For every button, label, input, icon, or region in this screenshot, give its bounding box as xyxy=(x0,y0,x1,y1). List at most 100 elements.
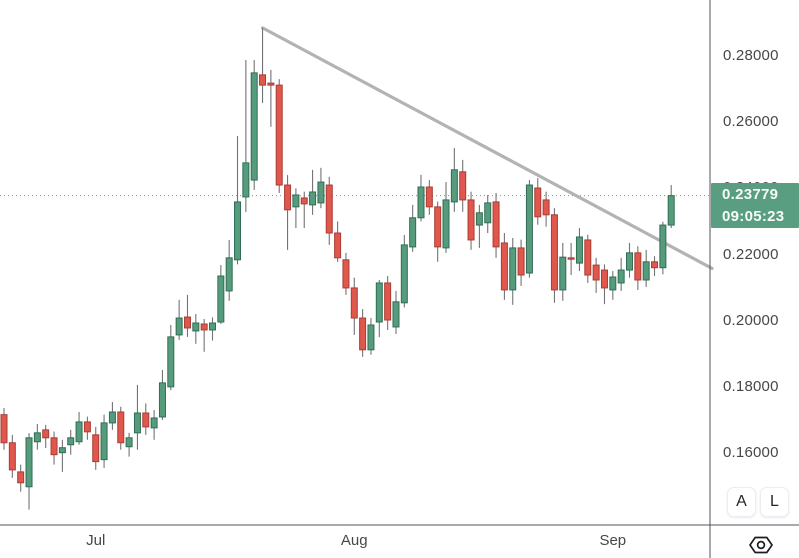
candle xyxy=(0,408,8,450)
candle-body-down xyxy=(259,74,267,86)
candle-body-up xyxy=(409,217,417,248)
candle xyxy=(459,159,467,212)
candle-body-up xyxy=(367,324,375,351)
current-price-value: 0.23779 xyxy=(722,186,779,204)
candle-body-down xyxy=(342,259,350,289)
candle xyxy=(275,79,283,193)
candle xyxy=(217,265,225,324)
x-axis-label: Aug xyxy=(340,532,368,549)
quick-buttons: A L xyxy=(727,487,789,517)
candle-body-down xyxy=(92,434,100,463)
long-position-button[interactable]: L xyxy=(760,487,789,517)
candle-body-down xyxy=(183,316,191,329)
candle xyxy=(442,182,450,253)
candle-body-up xyxy=(108,411,116,424)
candle-body-down xyxy=(117,411,125,444)
candle xyxy=(200,319,208,352)
candle-body-up xyxy=(33,432,41,443)
candle-body-down xyxy=(600,269,608,289)
hexagon-circle-icon[interactable] xyxy=(748,534,774,556)
candle xyxy=(117,406,125,450)
bar-close-countdown: 09:05:23 xyxy=(722,208,785,226)
candle xyxy=(167,324,175,391)
candle xyxy=(559,242,567,301)
candle xyxy=(58,439,66,472)
candle xyxy=(475,204,483,248)
candle-body-down xyxy=(425,186,433,208)
y-axis-label: 0.28000 xyxy=(723,47,779,64)
candle xyxy=(550,208,558,303)
candle xyxy=(100,414,108,468)
candle-body-down xyxy=(467,199,475,241)
candle-body-down xyxy=(200,323,208,331)
candle-body-down xyxy=(42,429,50,439)
candle xyxy=(634,246,642,290)
trendline[interactable] xyxy=(260,26,714,271)
x-axis-label: Jul xyxy=(86,532,106,549)
candle xyxy=(651,256,659,277)
candle-body-down xyxy=(634,252,642,281)
candle xyxy=(400,234,408,308)
candle-body-up xyxy=(175,317,183,336)
trendline-layer xyxy=(260,26,714,271)
candle-body-up xyxy=(150,417,158,429)
y-axis-label: 0.26000 xyxy=(723,113,779,131)
candle xyxy=(425,180,433,215)
candle-body-up xyxy=(525,184,533,274)
candle xyxy=(92,426,100,470)
candle xyxy=(667,185,675,229)
candle xyxy=(284,175,292,250)
candle-body-down xyxy=(284,184,292,211)
alert-button[interactable]: A xyxy=(727,487,756,517)
candle-body-up xyxy=(250,72,258,181)
candle-body-down xyxy=(534,187,542,218)
candle-body-up xyxy=(475,212,483,226)
candle-body-down xyxy=(325,184,333,234)
y-axis-label: 0.16000 xyxy=(723,444,779,462)
candle xyxy=(534,178,542,225)
candle xyxy=(334,221,342,262)
candle-body-down xyxy=(350,287,358,319)
candle-body-up xyxy=(225,257,233,292)
candle xyxy=(350,277,358,335)
candle-body-up xyxy=(242,162,250,198)
candle xyxy=(17,464,25,492)
candle-body-down xyxy=(500,242,508,291)
candle xyxy=(175,299,183,340)
candle-body-down xyxy=(517,247,525,276)
candle xyxy=(234,136,242,265)
candle-body-up xyxy=(626,252,633,271)
candle-body-up xyxy=(317,181,325,204)
candle-body-down xyxy=(651,261,659,269)
candle-body-down xyxy=(0,414,8,444)
candle xyxy=(8,434,16,478)
candle-body-up xyxy=(659,224,667,269)
candle-body-up xyxy=(609,276,617,291)
candle xyxy=(359,309,367,357)
candle-body-up xyxy=(167,336,175,388)
candle xyxy=(192,314,200,344)
price-axis[interactable]: 0.280000.260000.240000.220000.200000.180… xyxy=(711,0,799,525)
candle-body-up xyxy=(417,186,425,219)
candle-body-up xyxy=(450,169,458,203)
candle-body-down xyxy=(434,206,442,248)
candle xyxy=(342,252,350,295)
candle-body-up xyxy=(58,447,66,454)
candle xyxy=(242,59,250,212)
candle xyxy=(292,188,300,229)
candle xyxy=(642,249,650,287)
candle-body-down xyxy=(459,171,467,201)
candle xyxy=(133,384,141,450)
candle xyxy=(592,257,600,293)
candle-body-up xyxy=(292,194,300,208)
time-axis[interactable]: Jul Aug Sep xyxy=(0,526,799,558)
candle xyxy=(517,239,525,286)
candle xyxy=(150,410,158,440)
y-axis-label: 0.20000 xyxy=(723,311,779,329)
candle xyxy=(609,271,617,300)
candle-body-up xyxy=(667,195,675,226)
candle-body-down xyxy=(359,317,367,351)
